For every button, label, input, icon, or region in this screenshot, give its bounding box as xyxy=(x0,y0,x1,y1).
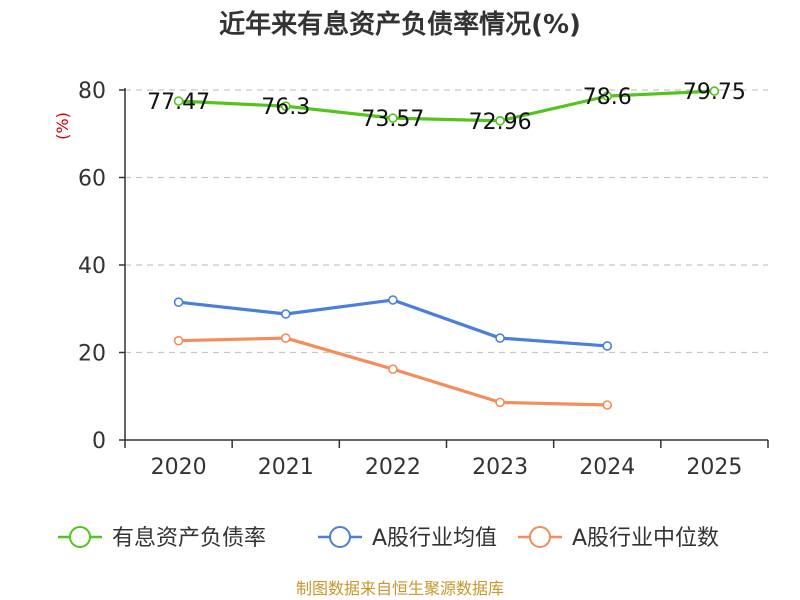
legend-swatch-marker xyxy=(69,526,91,548)
y-tick-label: 0 xyxy=(92,429,106,454)
data-point xyxy=(709,86,720,96)
data-point xyxy=(602,91,613,101)
data-point xyxy=(602,341,613,351)
legend-swatch-marker xyxy=(329,526,351,548)
legend-swatch-marker xyxy=(529,526,551,548)
data-label: 73.57 xyxy=(361,107,424,132)
data-point xyxy=(388,364,398,374)
x-tick-label: 2020 xyxy=(151,455,207,480)
source-note: 制图数据来自恒生聚源数据库 xyxy=(296,579,504,598)
y-tick-label: 40 xyxy=(78,254,106,279)
series-line xyxy=(176,89,717,123)
x-tick-label: 2021 xyxy=(258,455,314,480)
data-point xyxy=(495,333,505,343)
x-tick-label: 2023 xyxy=(472,455,528,480)
x-tick-label: 2025 xyxy=(686,455,742,480)
axes: 0 20 40 60 80 2020 2021 2022 2023 2024 2025 xyxy=(78,79,769,480)
data-point xyxy=(280,309,291,319)
data-label: 77.47 xyxy=(147,90,210,115)
data-point xyxy=(495,397,505,408)
y-tick-label: 80 xyxy=(78,79,106,104)
data-point xyxy=(388,113,398,123)
y-tick-label: 60 xyxy=(78,167,106,192)
legend-label: A股行业中位数 xyxy=(572,526,719,551)
data-label: 78.6 xyxy=(583,85,632,110)
legend-label: 有息资产负债率 xyxy=(112,526,266,551)
legend-label: A股行业均值 xyxy=(372,526,497,551)
data-point xyxy=(280,101,291,111)
grid-lines xyxy=(125,89,768,354)
x-tick-label: 2024 xyxy=(579,455,635,480)
data-point xyxy=(280,333,291,343)
data-label: 79.75 xyxy=(683,80,746,105)
data-point xyxy=(173,297,184,307)
data-label: 72.96 xyxy=(469,110,532,135)
y-axis-label: (%) xyxy=(53,112,72,140)
y-tick-label: 20 xyxy=(78,342,106,367)
data-point xyxy=(173,335,184,346)
series-layer xyxy=(173,86,720,410)
x-tick-label: 2022 xyxy=(365,455,421,480)
data-point xyxy=(388,295,398,305)
data-point xyxy=(173,96,184,106)
data-point xyxy=(602,400,613,410)
legend: 有息资产负债率 A股行业均值 A股行业中位数 xyxy=(58,526,719,551)
data-label: 76.3 xyxy=(261,95,310,120)
data-labels: 77.47 76.3 73.57 72.96 78.6 79.75 xyxy=(147,80,746,135)
chart-title: 近年来有息资产负债率情况(%) xyxy=(219,9,581,40)
data-point xyxy=(495,116,505,126)
